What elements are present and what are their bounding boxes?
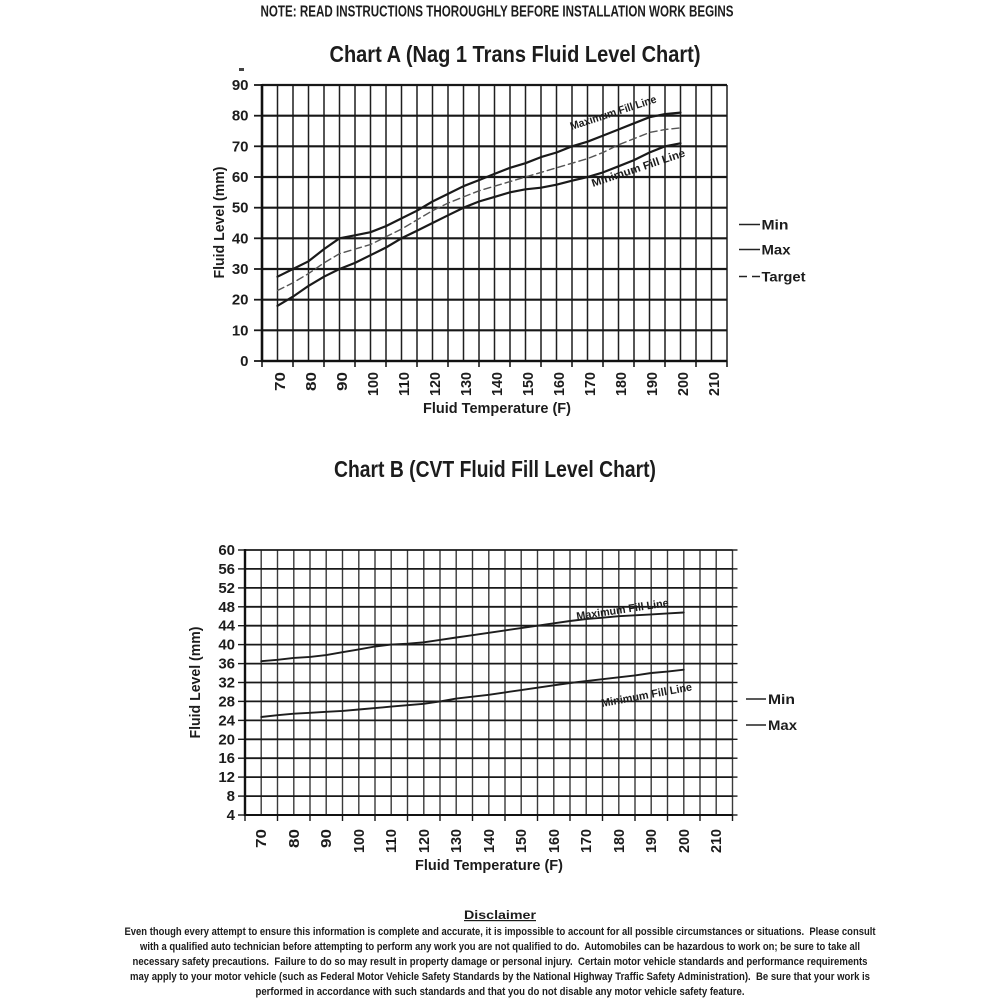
svg-text:110: 110 — [396, 372, 413, 396]
svg-text:100: 100 — [351, 829, 368, 853]
svg-text:80: 80 — [232, 108, 249, 125]
svg-text:necessary safety precautions.: necessary safety precautions. Failure to… — [133, 956, 868, 968]
svg-text:48: 48 — [218, 599, 235, 616]
svg-text:170: 170 — [578, 829, 595, 853]
svg-text:36: 36 — [218, 656, 235, 673]
svg-text:110: 110 — [383, 829, 400, 853]
svg-text:90: 90 — [318, 829, 335, 848]
svg-text:40: 40 — [218, 637, 235, 654]
svg-text:80: 80 — [303, 372, 320, 391]
svg-text:60: 60 — [218, 542, 235, 559]
svg-text:200: 200 — [676, 829, 693, 853]
svg-text:Target: Target — [762, 268, 806, 284]
svg-text:56: 56 — [218, 561, 235, 578]
svg-text:32: 32 — [218, 675, 235, 692]
svg-text:Fluid Level (mm): Fluid Level (mm) — [211, 167, 228, 279]
svg-text:150: 150 — [513, 829, 530, 853]
svg-text:10: 10 — [232, 322, 249, 339]
svg-text:160: 160 — [551, 372, 568, 396]
svg-text:210: 210 — [708, 829, 725, 853]
svg-text:130: 130 — [448, 829, 465, 853]
svg-text:120: 120 — [416, 829, 433, 853]
svg-text:170: 170 — [582, 372, 599, 396]
svg-text:70: 70 — [232, 138, 249, 155]
svg-text:16: 16 — [218, 750, 235, 767]
svg-text:160: 160 — [546, 829, 563, 853]
svg-text:Max: Max — [768, 717, 797, 733]
svg-text:52: 52 — [218, 580, 235, 597]
svg-text:80: 80 — [286, 829, 303, 848]
svg-text:100: 100 — [365, 372, 382, 396]
svg-text:Fluid Level (mm): Fluid Level (mm) — [187, 627, 204, 739]
svg-text:130: 130 — [458, 372, 475, 396]
svg-text:may apply to your motor vehicl: may apply to your motor vehicle (such as… — [130, 971, 870, 983]
svg-text:140: 140 — [489, 372, 506, 396]
svg-text:200: 200 — [675, 372, 692, 396]
svg-text:180: 180 — [611, 829, 628, 853]
svg-text:40: 40 — [232, 230, 249, 247]
svg-text:24: 24 — [218, 712, 235, 729]
svg-text:Max: Max — [762, 241, 791, 257]
svg-text:20: 20 — [218, 731, 235, 748]
svg-text:210: 210 — [706, 372, 723, 396]
svg-text:NOTE: READ INSTRUCTIONS THOROU: NOTE: READ INSTRUCTIONS THOROUGHLY BEFOR… — [261, 4, 734, 21]
svg-text:140: 140 — [481, 829, 498, 853]
svg-text:Disclaimer: Disclaimer — [464, 908, 536, 922]
svg-text:70: 70 — [272, 372, 289, 391]
svg-text:Chart B (CVT Fluid Fill Level: Chart B (CVT Fluid Fill Level Chart) — [334, 456, 656, 482]
svg-text:with a qualified auto technici: with a qualified auto technician before … — [139, 941, 860, 953]
svg-text:Chart A (Nag 1 Trans Fluid Lev: Chart A (Nag 1 Trans Fluid Level Chart) — [330, 41, 701, 67]
svg-text:190: 190 — [643, 829, 660, 853]
svg-text:Even though every attempt to e: Even though every attempt to ensure this… — [125, 926, 876, 938]
svg-text:28: 28 — [218, 693, 235, 710]
svg-text:Min: Min — [762, 216, 789, 232]
svg-text:4: 4 — [227, 807, 236, 824]
svg-text:30: 30 — [232, 261, 249, 278]
svg-text:60: 60 — [232, 169, 249, 186]
svg-text:8: 8 — [227, 788, 235, 805]
svg-text:12: 12 — [218, 769, 235, 786]
svg-text:90: 90 — [232, 77, 249, 94]
svg-text:Fluid Temperature (F): Fluid Temperature (F) — [423, 400, 571, 417]
svg-text:150: 150 — [520, 372, 537, 396]
svg-text:performed in accordance with s: performed in accordance with such standa… — [256, 986, 745, 998]
svg-text:90: 90 — [334, 372, 351, 391]
svg-text:20: 20 — [232, 292, 249, 309]
svg-text:180: 180 — [613, 372, 630, 396]
svg-text:Min: Min — [768, 691, 795, 707]
svg-text:120: 120 — [427, 372, 444, 396]
svg-text:0: 0 — [240, 353, 248, 370]
svg-text:70: 70 — [253, 829, 270, 848]
svg-text:Fluid Temperature (F): Fluid Temperature (F) — [415, 857, 563, 874]
svg-text:190: 190 — [644, 372, 661, 396]
svg-text:44: 44 — [218, 618, 235, 635]
svg-text:50: 50 — [232, 200, 249, 217]
